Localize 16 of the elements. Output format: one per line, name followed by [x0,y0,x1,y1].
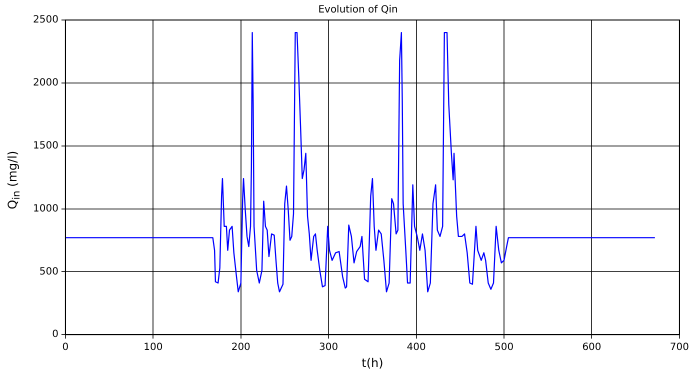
y-tick-label: 2000 [32,78,58,89]
x-tick-label: 300 [319,342,338,354]
x-tick-label: 0 [62,342,69,354]
x-tick-label: 400 [406,342,426,354]
x-tick-label: 100 [144,342,163,354]
x-axis-title: t(h) [362,356,384,370]
y-tick-label: 1000 [32,203,58,214]
x-tick-label: 500 [494,342,514,354]
y-tick-label: 500 [39,266,58,278]
x-tick-label: 600 [582,342,602,354]
y-tick-label: 1500 [32,140,58,152]
x-tick-label: 700 [670,342,690,354]
y-tick-label: 2500 [32,14,58,26]
x-tick-label: 200 [231,342,250,354]
chart-title: Evolution of Qin [318,4,398,16]
y-tick-label: 0 [52,329,58,340]
